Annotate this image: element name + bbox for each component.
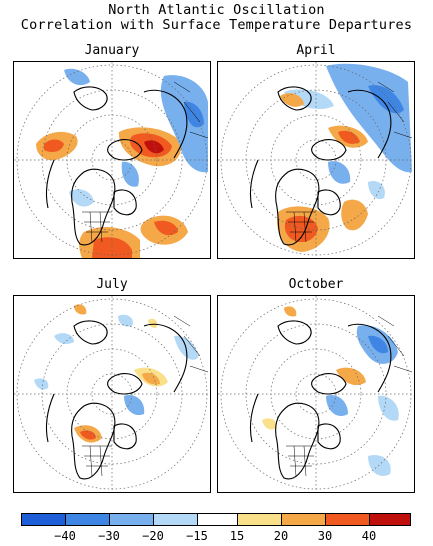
colorbar-swatch-2 xyxy=(65,513,109,526)
country-borders xyxy=(82,81,209,243)
coastlines xyxy=(249,86,392,246)
colorbar-swatch-6 xyxy=(237,513,281,526)
polar-map-april xyxy=(218,62,414,258)
colorbar-swatch-1 xyxy=(21,513,65,526)
colorbar-label: −15 xyxy=(186,529,208,543)
temperature-anomaly-shading xyxy=(36,68,208,258)
map-panel-january xyxy=(13,61,211,259)
latitude-circles xyxy=(14,296,210,492)
latitude-circles xyxy=(218,62,414,258)
colorbar-swatch-8 xyxy=(325,513,369,526)
panel-label-july: July xyxy=(96,277,128,292)
coastlines xyxy=(45,86,188,246)
panel-label-january: January xyxy=(84,43,140,58)
colorbar-label: 15 xyxy=(229,529,245,543)
colorbar-label: −40 xyxy=(54,529,76,543)
temperature-anomaly-shading xyxy=(34,304,198,443)
map-title-line2: Correlation with Surface Temperature Dep… xyxy=(20,17,413,33)
latitude-circles xyxy=(218,296,414,492)
latitude-circles xyxy=(14,62,210,258)
colorbar-label: 40 xyxy=(361,529,377,543)
colorbar-swatch-7 xyxy=(281,513,325,526)
panel-label-october: October xyxy=(288,277,344,292)
colorbar-label: 20 xyxy=(273,529,289,543)
colorbar-swatch-9 xyxy=(369,513,411,526)
polar-map-october xyxy=(218,296,414,492)
map-panel-october xyxy=(217,295,415,493)
colorbar-label: −30 xyxy=(98,529,120,543)
colorbar-label: −20 xyxy=(142,529,164,543)
colorbar-swatch-4 xyxy=(153,513,197,526)
temperature-anomaly-shading xyxy=(262,306,399,476)
colorbar-swatch-5 xyxy=(197,513,237,526)
map-panel-april xyxy=(217,61,415,259)
colorbar-swatch-3 xyxy=(109,513,153,526)
panel-label-april: April xyxy=(296,43,336,58)
country-borders xyxy=(286,315,413,477)
country-borders xyxy=(82,315,209,477)
polar-map-july xyxy=(14,296,210,492)
colorbar-label: 30 xyxy=(317,529,333,543)
polar-map-january xyxy=(14,62,210,258)
map-panel-july xyxy=(13,295,211,493)
country-borders xyxy=(286,81,413,243)
temperature-anomaly-shading xyxy=(277,63,412,252)
coastlines xyxy=(45,320,188,480)
coastlines xyxy=(249,320,392,480)
map-title-line1: North Atlantic Oscillation xyxy=(108,2,325,18)
